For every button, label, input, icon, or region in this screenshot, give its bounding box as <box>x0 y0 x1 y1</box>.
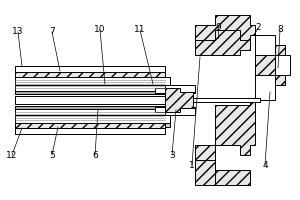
Polygon shape <box>275 75 285 85</box>
Text: 10: 10 <box>94 25 106 34</box>
Bar <box>155 107 195 112</box>
Bar <box>15 72 165 77</box>
Text: 5: 5 <box>49 150 55 160</box>
Bar <box>15 78 170 92</box>
Text: 11: 11 <box>134 25 146 34</box>
Text: 4: 4 <box>262 160 268 170</box>
Bar <box>155 88 195 93</box>
Bar <box>15 66 165 72</box>
Text: 9: 9 <box>215 23 221 32</box>
Text: 6: 6 <box>92 150 98 160</box>
Polygon shape <box>275 45 285 55</box>
Text: 13: 13 <box>12 27 24 36</box>
Bar <box>15 115 170 123</box>
Polygon shape <box>195 30 250 55</box>
Bar <box>170 95 185 105</box>
Bar <box>15 96 180 104</box>
Polygon shape <box>215 170 250 185</box>
Bar <box>15 123 165 128</box>
Bar <box>15 77 170 82</box>
Bar <box>15 128 165 134</box>
Bar <box>15 77 170 85</box>
Bar <box>15 106 170 109</box>
Polygon shape <box>165 88 193 112</box>
Text: 12: 12 <box>6 150 18 160</box>
Text: 2: 2 <box>255 23 261 32</box>
Bar <box>15 108 170 122</box>
Text: 1: 1 <box>189 160 195 170</box>
Polygon shape <box>195 160 250 185</box>
Bar <box>170 94 190 106</box>
Text: 8: 8 <box>277 25 283 34</box>
Bar <box>15 122 170 127</box>
Polygon shape <box>195 100 255 160</box>
Bar <box>15 91 170 94</box>
Polygon shape <box>255 35 290 100</box>
Text: 3: 3 <box>169 150 175 160</box>
Text: 7: 7 <box>49 27 55 36</box>
Polygon shape <box>165 85 195 115</box>
Polygon shape <box>255 55 275 75</box>
Bar <box>170 98 260 102</box>
Polygon shape <box>195 15 255 40</box>
